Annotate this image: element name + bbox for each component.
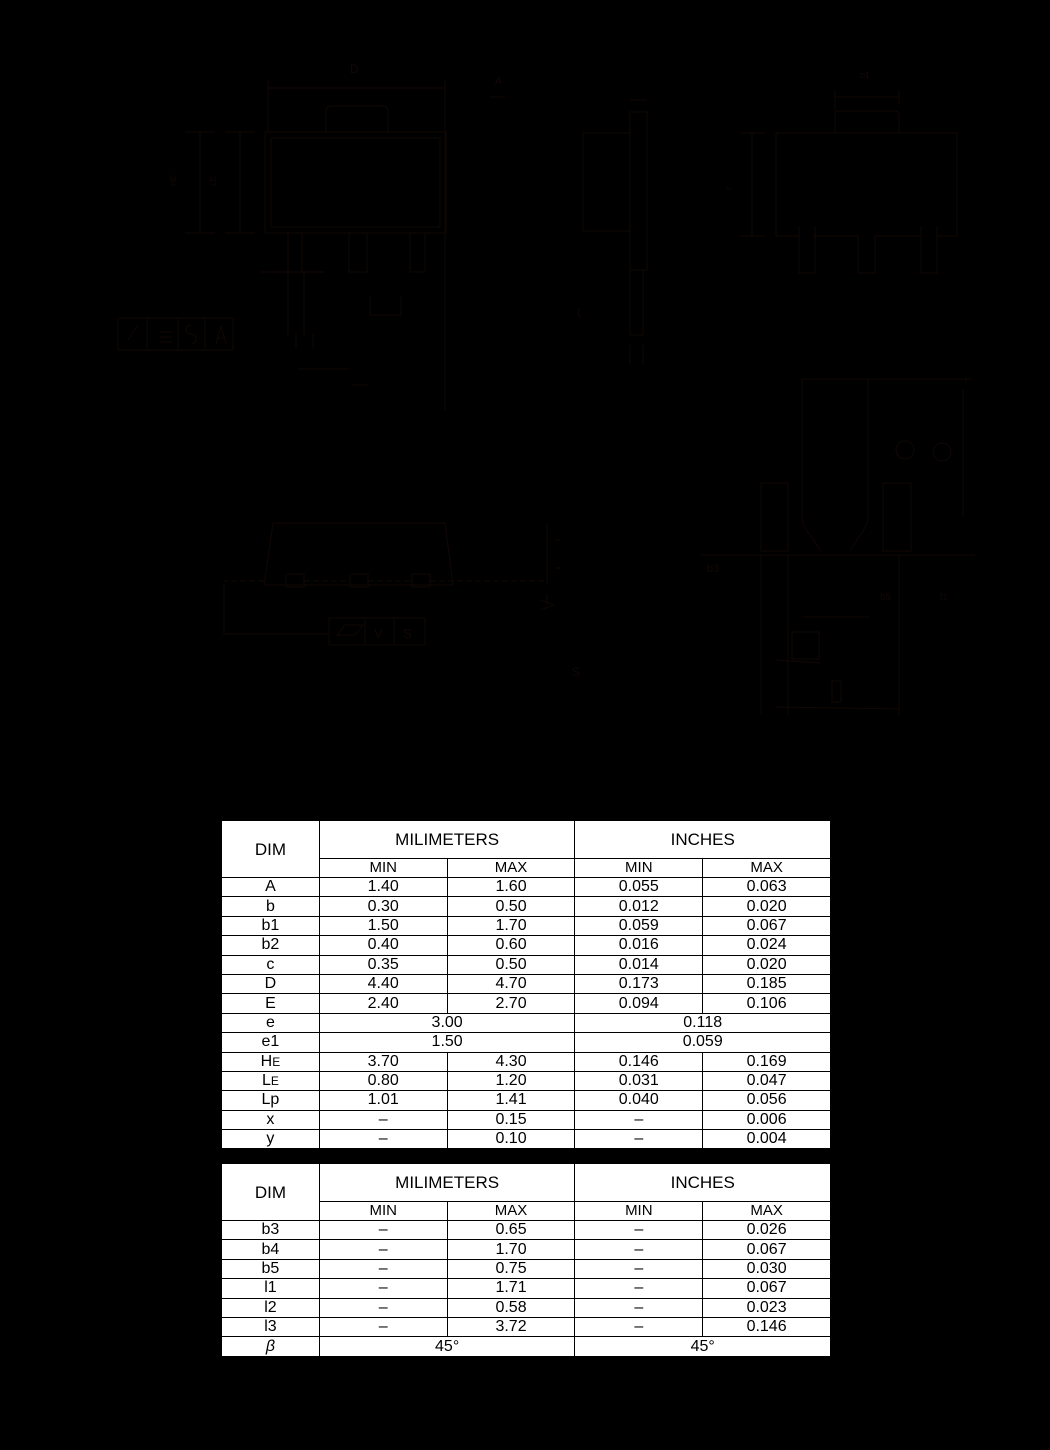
svg-text:LE: LE	[209, 176, 218, 186]
svg-text:HE: HE	[169, 175, 178, 186]
svg-text:b5: b5	[880, 592, 892, 603]
svg-text:A: A	[495, 76, 502, 87]
svg-text:S: S	[572, 665, 580, 679]
svg-text:b3: b3	[707, 563, 719, 575]
svg-text:V: V	[374, 626, 383, 641]
svg-text:l: l	[965, 375, 967, 385]
svg-text:l1: l1	[940, 592, 948, 603]
svg-text:S: S	[403, 626, 412, 641]
svg-text:b1: b1	[860, 70, 870, 80]
svg-text:c: c	[724, 186, 733, 190]
svg-text:D: D	[350, 62, 359, 76]
